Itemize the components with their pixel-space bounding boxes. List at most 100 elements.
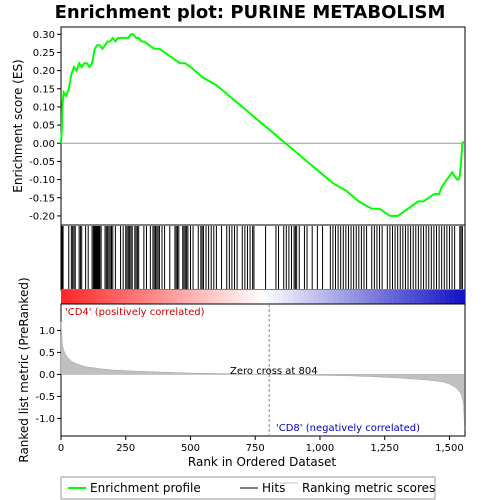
hits-panel-frame bbox=[60, 224, 466, 291]
es-y-tick-label: 0.10 bbox=[33, 102, 55, 113]
color-strip-cell bbox=[358, 290, 365, 304]
color-strip-cell bbox=[146, 290, 153, 304]
color-strip-cell bbox=[187, 290, 193, 304]
es-y-tick-label: -0.20 bbox=[29, 211, 55, 222]
legend-hits-label: Hits bbox=[262, 481, 285, 495]
color-strip-cell bbox=[156, 290, 163, 304]
metric-y-tick-label: 0.5 bbox=[39, 348, 55, 359]
color-strip-cell bbox=[444, 290, 451, 304]
color-strip-cell bbox=[232, 290, 239, 304]
color-strip-cell bbox=[419, 290, 426, 304]
color-strip-cell bbox=[86, 290, 92, 304]
positive-correlation-label: 'CD4' (positively correlated) bbox=[65, 307, 205, 318]
color-strip-cell bbox=[76, 290, 82, 304]
x-tick-label: 1,000 bbox=[306, 443, 335, 454]
color-strip-cell bbox=[323, 290, 330, 304]
color-strip-cell bbox=[379, 290, 385, 304]
es-y-tick-label: 0.30 bbox=[33, 30, 55, 41]
color-strip-cell bbox=[96, 290, 102, 304]
metric-panel-frame bbox=[60, 303, 466, 437]
color-strip-cell bbox=[439, 290, 446, 304]
color-strip-cell bbox=[374, 290, 380, 304]
color-strip-cell bbox=[399, 290, 405, 304]
color-strip-cell bbox=[404, 290, 411, 304]
es-y-tick-label: -0.10 bbox=[29, 175, 55, 186]
color-strip-cell bbox=[318, 290, 325, 304]
color-strip-cell bbox=[348, 290, 355, 304]
color-strip-cell bbox=[353, 290, 360, 304]
color-strip-cell bbox=[101, 290, 108, 304]
es-y-tick-label: 0.15 bbox=[33, 84, 55, 95]
negative-correlation-label: 'CD8' (negatively correlated) bbox=[276, 423, 420, 434]
legend-profile-label: Enrichment profile bbox=[90, 481, 201, 495]
color-strip-cell bbox=[116, 290, 123, 304]
color-strip-cell bbox=[202, 290, 209, 304]
color-strip-cell bbox=[242, 290, 249, 304]
color-strip-cell bbox=[389, 290, 395, 304]
color-strip-cell bbox=[151, 290, 158, 304]
color-strip-cell bbox=[237, 290, 244, 304]
color-strip-cell bbox=[343, 290, 350, 304]
color-strip-cell bbox=[414, 290, 421, 304]
metric-y-tick-label: -0.5 bbox=[35, 392, 55, 403]
color-strip-cell bbox=[459, 290, 466, 304]
metric-y-tick-label: 1.0 bbox=[39, 326, 55, 337]
color-strip-cell bbox=[212, 290, 219, 304]
metric-y-tick-label: 0.0 bbox=[39, 370, 55, 381]
x-tick-label: 1,250 bbox=[370, 443, 399, 454]
es-y-tick-label: 0.05 bbox=[33, 121, 55, 132]
color-strip-cell bbox=[252, 290, 259, 304]
color-strip-cell bbox=[328, 290, 335, 304]
color-strip-cell bbox=[268, 290, 274, 304]
color-strip-cell bbox=[136, 290, 143, 304]
color-strip-cell bbox=[434, 290, 441, 304]
color-strip-cell bbox=[182, 290, 188, 304]
color-strip-cell bbox=[384, 290, 390, 304]
enrichment-profile-line bbox=[60, 33, 465, 217]
color-strip-cell bbox=[111, 290, 118, 304]
color-strip-cell bbox=[364, 290, 370, 304]
x-tick-label: 500 bbox=[181, 443, 200, 454]
color-strip-cell bbox=[91, 290, 97, 304]
es-axis-title: Enrichment score (ES) bbox=[11, 59, 25, 192]
color-strip-cell bbox=[369, 290, 375, 304]
color-strip-cell bbox=[141, 290, 148, 304]
color-strip-cell bbox=[71, 290, 77, 304]
color-strip-cell bbox=[162, 290, 168, 304]
color-strip-cell bbox=[278, 290, 284, 304]
color-strip-cell bbox=[207, 290, 214, 304]
es-y-tick-label: 0.25 bbox=[33, 48, 55, 59]
color-strip-cell bbox=[192, 290, 198, 304]
color-strip-cell bbox=[338, 290, 345, 304]
es-y-tick-label: 0.00 bbox=[33, 139, 55, 150]
legend-metric-label: Ranking metric scores bbox=[302, 481, 435, 495]
x-axis: 0 250 500 750 1,000 1,250 1,500 bbox=[58, 436, 464, 454]
es-curve-group bbox=[60, 33, 465, 217]
color-strip-cell bbox=[429, 290, 436, 304]
chart-title: Enrichment plot: PURINE METABOLISM bbox=[55, 2, 446, 23]
color-strip-cell bbox=[263, 290, 269, 304]
color-strip-cell bbox=[283, 290, 289, 304]
rank-color-strip bbox=[61, 290, 466, 304]
x-axis-title: Rank in Ordered Dataset bbox=[188, 455, 336, 469]
color-strip-cell bbox=[298, 290, 304, 304]
hits-group bbox=[61, 226, 463, 289]
color-strip-cell bbox=[273, 290, 279, 304]
color-strip-cell bbox=[409, 290, 416, 304]
color-strip-cell bbox=[424, 290, 431, 304]
color-strip-cell bbox=[177, 290, 183, 304]
es-y-axis: 0.30 0.25 0.20 0.15 0.10 0.05 0.00 -0.05 -0.10 -0… bbox=[29, 30, 61, 222]
x-tick-label: 0 bbox=[58, 443, 64, 454]
metric-y-tick-label: -1.0 bbox=[35, 414, 55, 425]
color-strip-cell bbox=[293, 290, 299, 304]
color-strip-cell bbox=[454, 290, 461, 304]
color-strip-cell bbox=[66, 290, 72, 304]
color-strip-cell bbox=[126, 290, 133, 304]
zero-cross-label: Zero cross at 804 bbox=[230, 366, 318, 377]
color-strip-cell bbox=[257, 290, 264, 304]
metric-group bbox=[60, 304, 465, 436]
es-panel-frame bbox=[60, 26, 466, 226]
es-y-tick-label: -0.15 bbox=[29, 193, 55, 204]
color-strip-cell bbox=[81, 290, 87, 304]
